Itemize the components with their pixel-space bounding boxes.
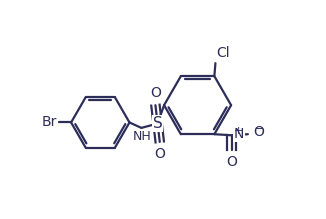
- Text: S: S: [153, 116, 162, 131]
- Text: NH: NH: [133, 131, 152, 143]
- Text: O: O: [154, 147, 165, 161]
- Text: +: +: [234, 125, 243, 136]
- Text: Cl: Cl: [216, 46, 230, 60]
- Text: O: O: [226, 155, 237, 169]
- Text: N: N: [234, 127, 244, 141]
- Text: O: O: [150, 87, 161, 101]
- Text: O: O: [253, 125, 264, 140]
- Text: Br: Br: [42, 115, 57, 129]
- Text: −: −: [255, 124, 264, 134]
